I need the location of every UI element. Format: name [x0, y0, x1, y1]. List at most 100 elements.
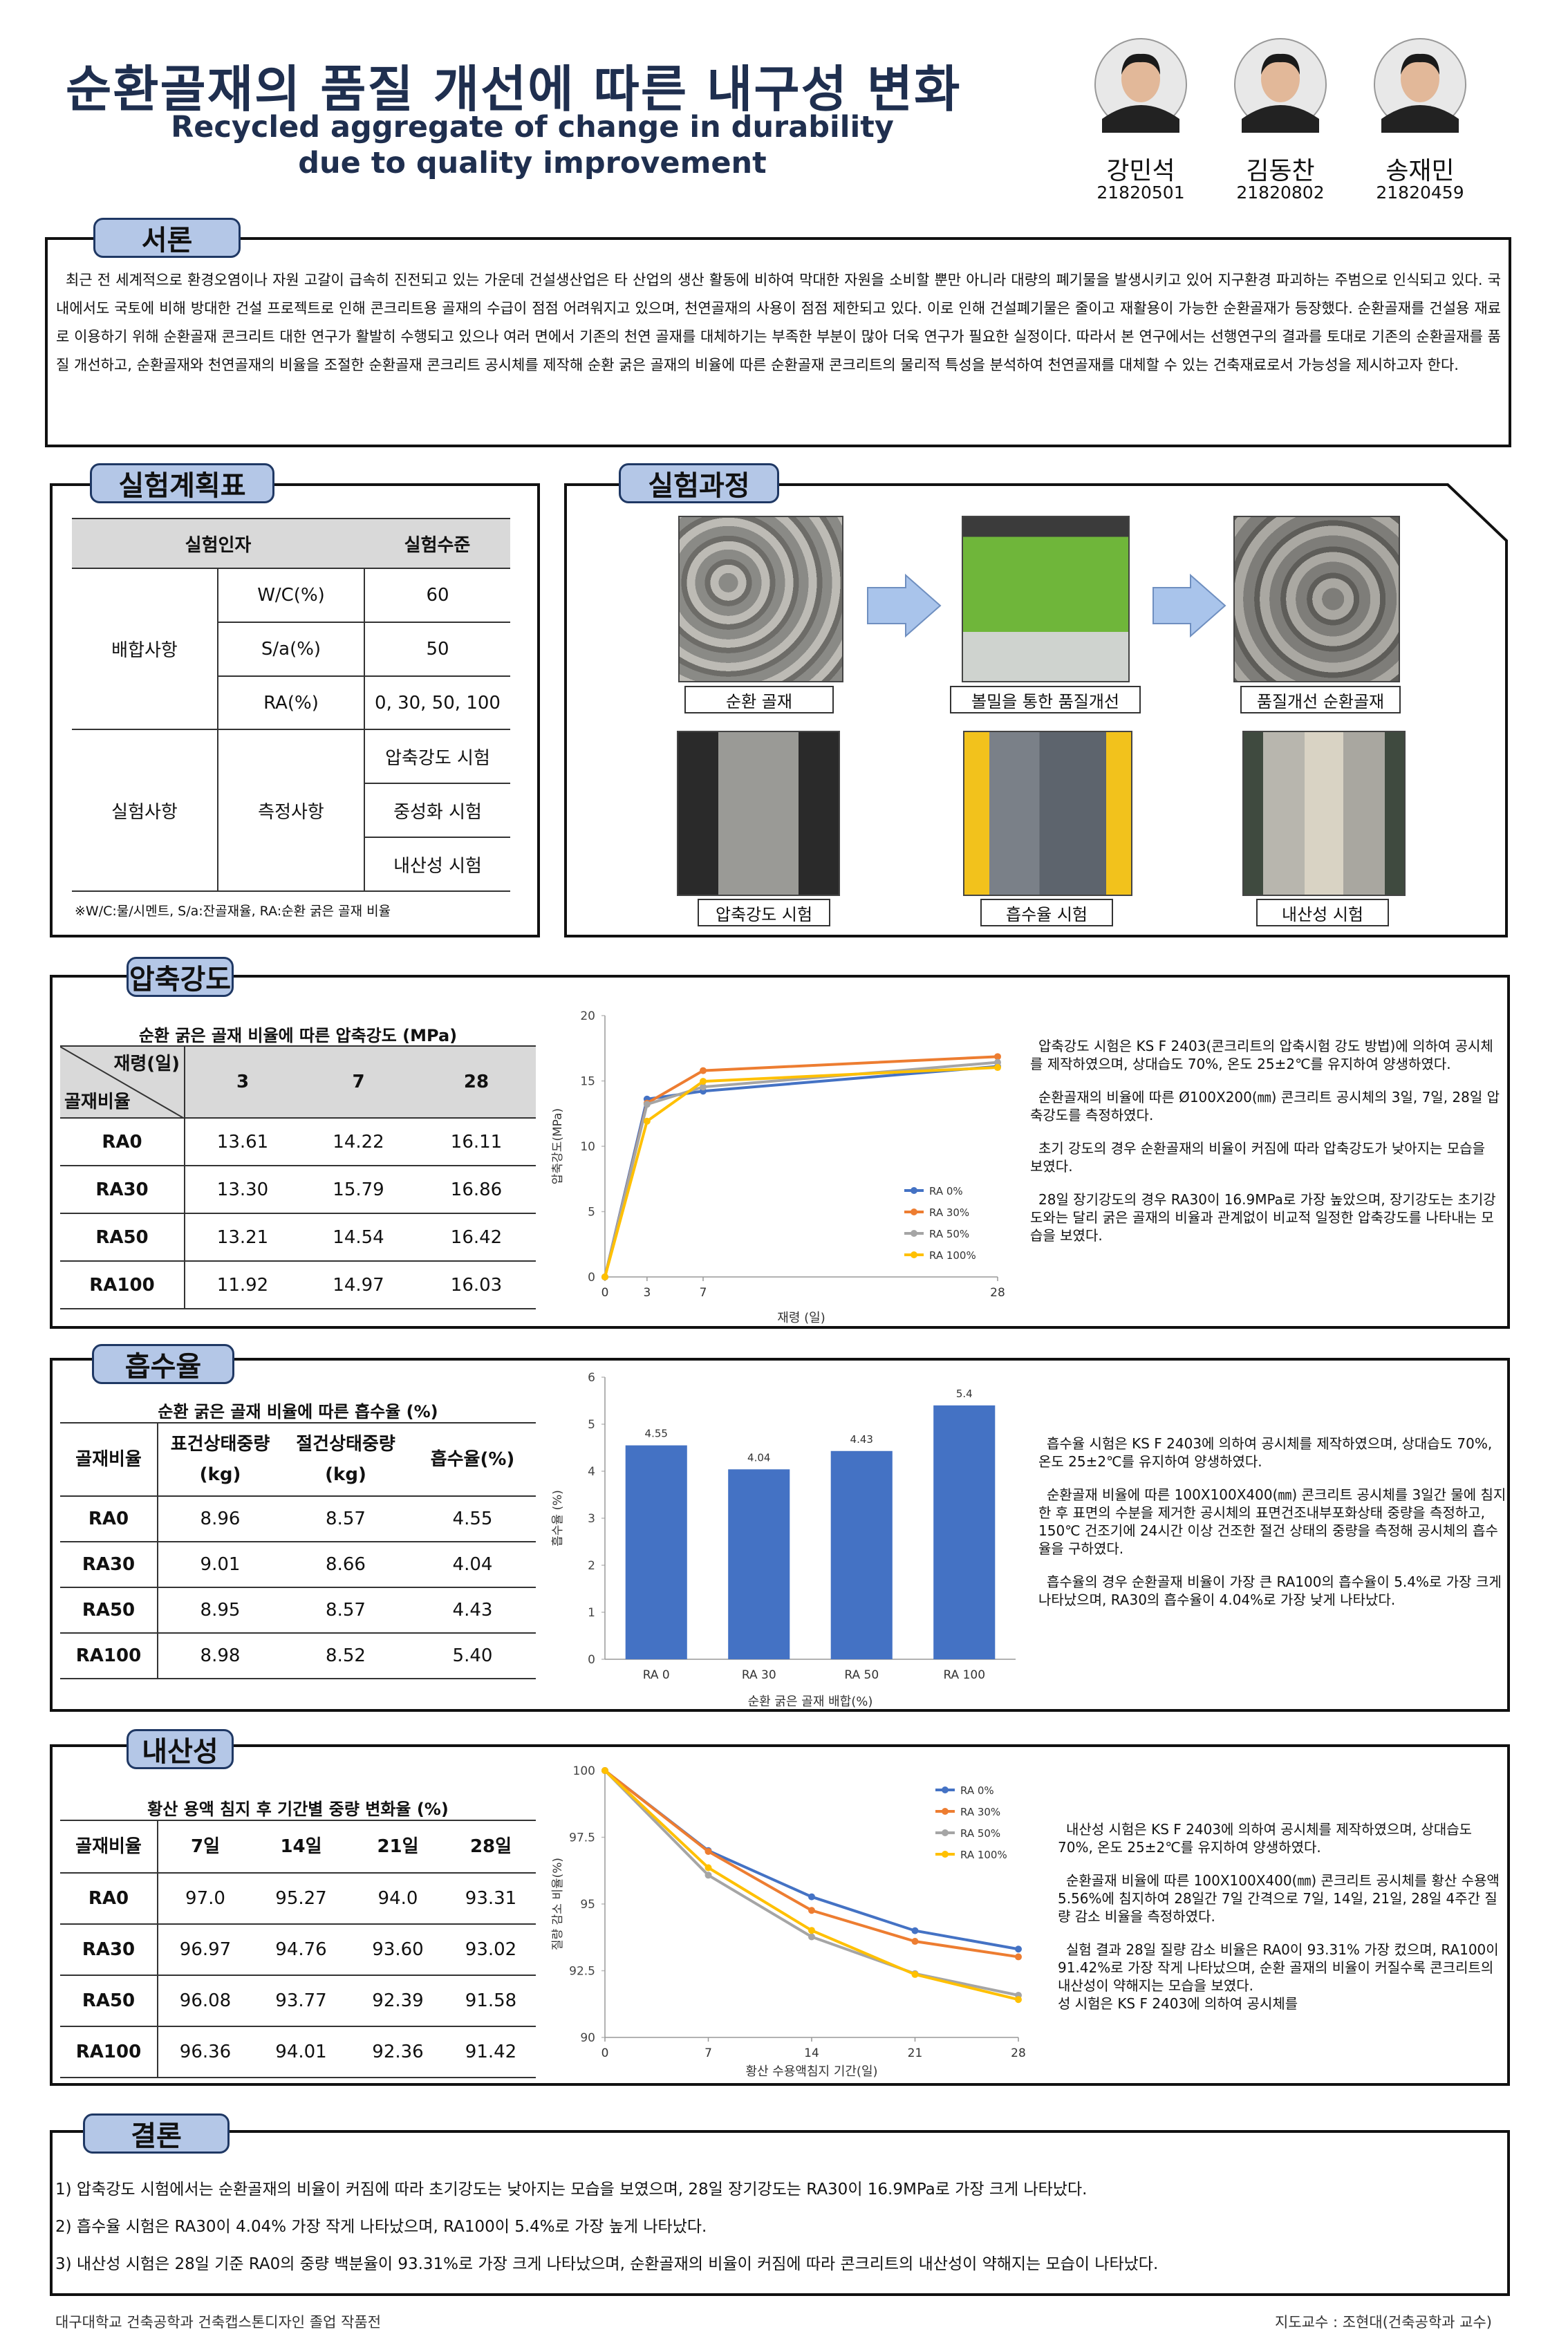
section-heading: 서론: [93, 218, 241, 258]
x-tick-label: 7: [704, 2046, 712, 2060]
table-row: RA100 11.92 14.97 16.03: [60, 1260, 536, 1309]
absorption-box: [50, 1358, 1510, 1712]
section-heading: 압축강도: [127, 957, 234, 997]
cell: 16.42: [417, 1213, 536, 1262]
photo: [962, 516, 1130, 682]
y-tick-label: 0: [588, 1653, 595, 1667]
row-header: RA0: [60, 1872, 158, 1925]
point: [601, 1273, 608, 1280]
conclusion-list: 1) 압축강도 시험에서는 순환골재의 비율이 커짐에 따라 초기강도는 낮아지…: [55, 2171, 1500, 2283]
point: [601, 1767, 608, 1774]
x-axis-label: 순환 굵은 골재 배합(%): [748, 1695, 873, 1709]
cell: 93.31: [446, 1872, 536, 1925]
header-row: 골재비율 표건상태중량 (kg) 절건상태중량 (kg) 흡수율(%): [60, 1422, 536, 1497]
legend-label: RA 100%: [960, 1849, 1007, 1861]
conclusion-item: 1) 압축강도 시험에서는 순환골재의 비율이 커짐에 따라 초기강도는 낮아지…: [55, 2181, 1088, 2199]
cell: 92.36: [350, 2026, 446, 2078]
point: [704, 1872, 712, 1879]
legend-marker: [911, 1230, 917, 1237]
y-tick-label: 90: [580, 2031, 595, 2045]
x-tick-label: 28: [1011, 2046, 1026, 2060]
y-tick-label: 92.5: [569, 1965, 595, 1979]
legend-label: RA 30%: [960, 1806, 1000, 1818]
value-label: 4.04: [747, 1451, 770, 1464]
title: 순환골재의 품질 개선에 따른 내구성 변화: [66, 60, 962, 118]
subtitle-line: Recycled aggregate of change in durabili…: [171, 110, 894, 144]
portrait-hair: [1401, 53, 1439, 75]
id: 21820501: [1096, 183, 1185, 203]
portrait-body: [1242, 105, 1319, 133]
paragraph: 순환골재의 비율에 따른 Ø100X200(㎜) 콘크리트 공시체의 3일, 7…: [1030, 1089, 1500, 1123]
x-tick-label: RA 100: [943, 1668, 985, 1682]
table-title: 순환 굵은 골재 비율에 따른 압축강도 (MPa): [138, 1026, 458, 1045]
cell: 8.52: [282, 1632, 409, 1679]
bar: [625, 1445, 687, 1659]
point: [700, 1067, 707, 1074]
columns: 골재비율: [75, 1836, 142, 1857]
data-table: 재령(일) 골재비율 3 7 28 RA0 13.61 14.22 16.11 RA30 13.30…: [60, 1045, 536, 1309]
point: [643, 1117, 651, 1125]
table-title: 황산 용액 침지 후 기간별 중량 변화율 (%): [147, 1800, 449, 1819]
legend-marker: [942, 1808, 949, 1815]
point: [994, 1058, 1001, 1066]
column-header: 7일: [158, 1820, 252, 1874]
legend-label: RA 50%: [960, 1827, 1000, 1840]
row-header: RA30: [60, 1541, 158, 1588]
bar: [830, 1450, 893, 1659]
subtitle-line: due to quality improvement: [298, 146, 767, 180]
portrait: [1374, 38, 1466, 133]
cell: 8.96: [158, 1495, 282, 1542]
y-tick-label: 4: [588, 1465, 595, 1479]
y-tick-label: 3: [588, 1512, 595, 1526]
column-header: 3: [185, 1045, 300, 1119]
diagonal: [60, 1047, 185, 1119]
series-line: [604, 1769, 1019, 2001]
cell: 8.95: [158, 1587, 282, 1634]
row-header: RA50: [60, 1975, 158, 2027]
series-line: [604, 1769, 1019, 1951]
point: [808, 1907, 815, 1914]
cell: 8.57: [282, 1495, 409, 1542]
table-title: 순환 굵은 골재 비율에 따른 흡수율 (%): [158, 1402, 438, 1421]
section-heading: 결론: [83, 2113, 230, 2154]
y-tick-label: 95: [580, 1898, 595, 1912]
column-header: 골재비율: [60, 1422, 158, 1497]
section-heading: 흡수율: [92, 1344, 234, 1384]
cell: 94.0: [350, 1872, 446, 1925]
text-block: 흡수율 시험은 KS F 2403에 의하여 공시체를 제작하였으며, 상대습도…: [1038, 1435, 1509, 1624]
columns: 표건상태중량: [170, 1434, 270, 1455]
table-row: RA50 96.08 93.77 92.39 91.58: [60, 1975, 536, 2027]
cell: 8.57: [282, 1587, 409, 1634]
point: [700, 1078, 707, 1085]
compressive-box: [50, 975, 1510, 1329]
point: [700, 1083, 707, 1091]
legend-label: RA 50%: [929, 1228, 969, 1240]
paragraph: 압축강도 시험은 KS F 2403(콘크리트의 압축시험 강도 방법)에 의하…: [1030, 1038, 1493, 1072]
photo: [963, 731, 1132, 896]
x-tick-label: 0: [601, 2046, 609, 2060]
x-tick-label: 0: [601, 1286, 609, 1300]
y-axis-label: 압축강도(MPa): [551, 1108, 565, 1184]
row-header: RA100: [60, 1260, 185, 1309]
x-tick-label: 21: [908, 2046, 923, 2060]
column-header: 골재비율: [60, 1820, 158, 1874]
cell: 91.42: [446, 2026, 536, 2078]
plan-table: 실험인자 실험수준 배합사항 W/C(%) 60 S/a(%) 50 RA(%) 0, 3…: [72, 518, 510, 892]
table-row: RA30 13.30 15.79 16.86: [60, 1165, 536, 1214]
column-header: 표건상태중량 (kg): [158, 1422, 282, 1497]
bar: [728, 1469, 790, 1659]
point: [911, 1970, 919, 1978]
plan-box: [50, 483, 540, 937]
portrait-face: [1401, 55, 1439, 102]
arrow: [867, 573, 942, 638]
cell: 91.58: [446, 1975, 536, 2027]
photo: [677, 731, 840, 896]
cell: 97.0: [158, 1872, 252, 1925]
paragraph: 순환골재 비율에 따른 100X100X400(㎜) 콘크리트 공시체를 3일간…: [1038, 1486, 1506, 1557]
portrait-hair: [1121, 53, 1160, 75]
section-heading: 내산성: [127, 1729, 234, 1769]
table-row: RA0 13.61 14.22 16.11: [60, 1117, 536, 1166]
column-header: 21일: [350, 1820, 446, 1874]
x-tick-label: RA 30: [742, 1668, 776, 1682]
point: [1015, 1945, 1022, 1953]
